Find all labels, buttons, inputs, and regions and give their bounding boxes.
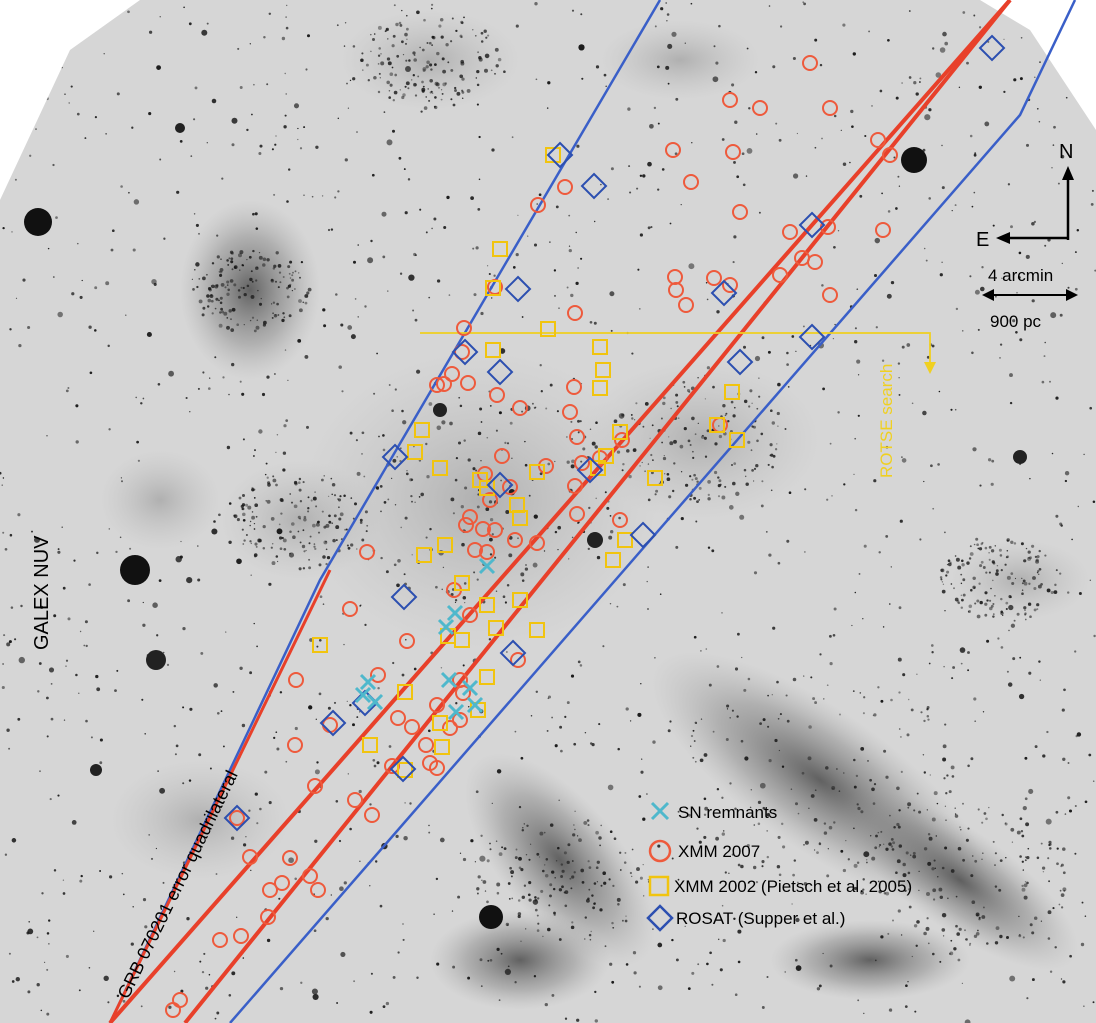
legend-circle-icon bbox=[648, 839, 672, 863]
north-label: N bbox=[1059, 141, 1073, 163]
source-markers bbox=[165, 34, 1006, 1018]
legend-symbols bbox=[646, 801, 674, 932]
legend-diamond-icon bbox=[646, 904, 674, 932]
bright-stars bbox=[24, 123, 1027, 929]
legend-xmm2002-label: XMM 2002 (Pietsch et al. 2005) bbox=[674, 877, 912, 896]
rotse-label: ROTSE search bbox=[877, 364, 896, 478]
grb-quad-left-edge bbox=[108, 0, 662, 1023]
legend-sn-label: SN remnants bbox=[678, 803, 777, 822]
red-line-lower bbox=[183, 0, 1012, 1023]
east-label: E bbox=[976, 229, 989, 251]
scale-arcmin-label: 4 arcmin bbox=[988, 266, 1053, 285]
legend-square-icon bbox=[648, 875, 670, 897]
legend-rosat-label: ROSAT (Supper et al.) bbox=[676, 909, 845, 928]
red-line-upper bbox=[108, 0, 1012, 1023]
rotse-arrow-icon bbox=[924, 362, 936, 374]
grb-quad-right-edge bbox=[229, 0, 1077, 1023]
legend-x-icon bbox=[650, 801, 670, 821]
galaxy-structure bbox=[100, 10, 1090, 1010]
galex-label: GALEX NUV bbox=[31, 535, 53, 650]
legend-xmm2007-label: XMM 2007 bbox=[678, 842, 760, 861]
scale-pc-label: 900 pc bbox=[990, 312, 1042, 331]
rotse-boundary bbox=[420, 332, 931, 370]
compass bbox=[982, 166, 1078, 301]
red-line-left bbox=[108, 569, 332, 1023]
